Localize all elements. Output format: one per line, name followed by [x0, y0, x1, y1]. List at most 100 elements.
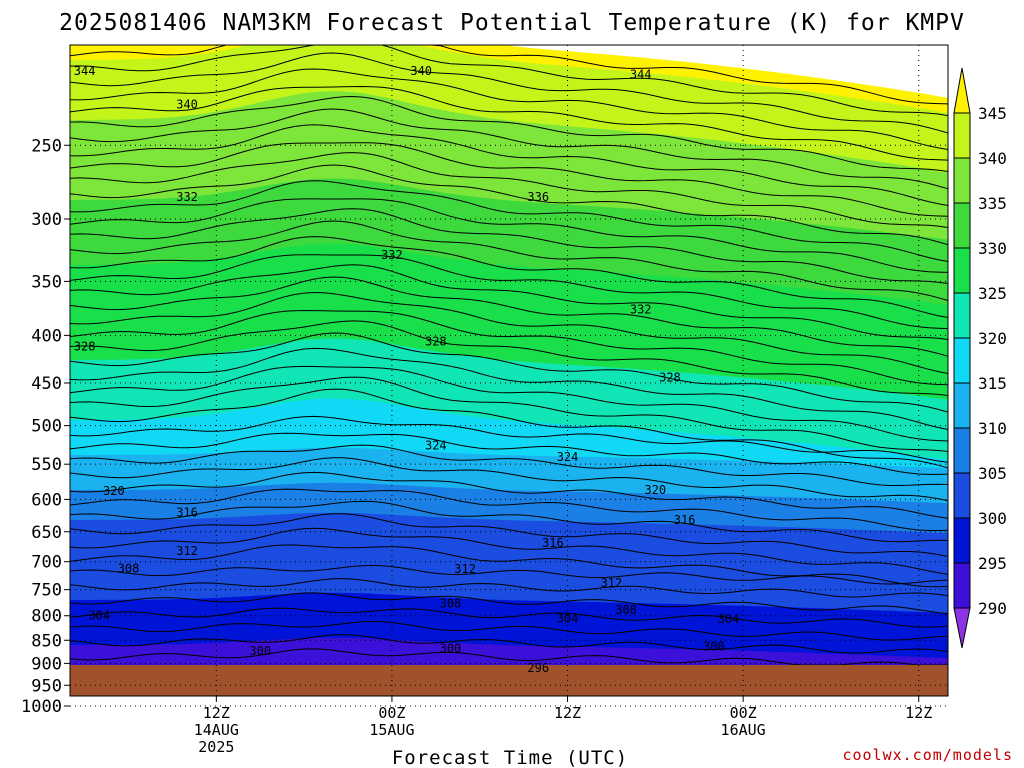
contour-label: 304 — [88, 609, 110, 623]
isotherm-line — [69, 52, 949, 134]
colorbar-label: 310 — [978, 419, 1007, 438]
y-tick-label: 900 — [31, 654, 62, 674]
contour-label: 328 — [74, 339, 96, 353]
isotherm-line — [69, 254, 949, 330]
contour-label: 300 — [440, 642, 462, 656]
y-tick-label: 450 — [31, 374, 62, 394]
contour-label: 332 — [381, 248, 403, 262]
plot-frame — [69, 44, 949, 697]
isotherm-line — [69, 634, 949, 654]
x-tick-label: 12Z — [203, 704, 230, 722]
y-tick-label: 350 — [31, 272, 62, 292]
contour-label: 316 — [674, 513, 696, 527]
chart-title: 2025081406 NAM3KM Forecast Potential Tem… — [59, 10, 965, 36]
colorbar-swatch — [953, 427, 971, 474]
y-tick-label: 950 — [31, 676, 62, 696]
y-axis: 250 300 350 400 450 500 550 600 650 700 750 800 850 9… — [21, 136, 70, 717]
contour-label: 340 — [176, 97, 198, 111]
isotherm-line — [69, 44, 949, 105]
isotherm-line — [69, 164, 949, 246]
isotherm-line — [69, 320, 949, 396]
colorbar: 345 340 335 330 325 320 315 310 305 300 295 290 — [953, 67, 1007, 649]
colorbar-swatch — [953, 157, 971, 204]
ground-terrain — [70, 665, 948, 696]
colorbar-label: 290 — [978, 599, 1007, 618]
contour-label: 340 — [410, 64, 432, 78]
isotherm-line — [69, 388, 949, 469]
isotherm-line — [69, 513, 949, 557]
x-tick-label: 2025 — [198, 738, 234, 756]
contour-label: 304 — [557, 611, 579, 625]
x-axis-label: Forecast Time (UTC) — [392, 747, 628, 768]
contour-label: 308 — [615, 603, 637, 617]
isotherm-line — [69, 564, 949, 585]
colorbar-swatch — [953, 292, 971, 339]
y-tick-label: 250 — [31, 136, 62, 156]
y-tick-label: 700 — [31, 553, 62, 573]
colorbar-swatch — [953, 337, 971, 384]
contour-label: 296 — [527, 661, 549, 675]
colorbar-label: 295 — [978, 554, 1007, 573]
colorbar-swatch — [953, 562, 971, 609]
colorbar-label: 325 — [978, 284, 1007, 303]
isotherm-line — [69, 198, 949, 273]
contour-label: 320 — [103, 484, 125, 498]
y-tick-label: 650 — [31, 523, 62, 543]
isotherm-line — [69, 432, 949, 475]
y-tick-label: 500 — [31, 417, 62, 437]
colorbar-label: 315 — [978, 374, 1007, 393]
credit-text: coolwx.com/models — [842, 746, 1013, 764]
grid-lines — [70, 45, 948, 707]
colorbar-label: 305 — [978, 464, 1007, 483]
contour-label: 316 — [542, 536, 564, 550]
x-tick-label: 00Z — [730, 704, 757, 722]
isotherm-line — [69, 309, 949, 386]
isotherm-line — [69, 68, 949, 150]
contour-label: 324 — [425, 438, 447, 452]
contour-label: 344 — [630, 68, 652, 82]
isotherm-line — [69, 444, 949, 486]
contour-label: 312 — [176, 544, 198, 558]
colorbar-swatch — [953, 112, 971, 159]
isotherm-line — [69, 124, 949, 206]
colorbar-label: 335 — [978, 194, 1007, 213]
contour-label: 304 — [718, 612, 740, 626]
contour-label: 308 — [118, 562, 140, 576]
contour-labels: 344 340 344 340 336 332 332 332 328 328 328 324 324 3… — [74, 64, 740, 675]
y-tick-label: 750 — [31, 581, 62, 601]
y-tick-label: 800 — [31, 607, 62, 627]
x-tick-label: 00Z — [378, 704, 405, 722]
isotherm-line — [69, 264, 949, 340]
contour-label: 328 — [425, 334, 447, 348]
isotherm-line — [69, 85, 949, 161]
temperature-bands — [70, 45, 948, 696]
plot-area: 344 340 344 340 336 332 332 332 328 328 328 324 324 3… — [69, 44, 949, 707]
isotherm-line — [69, 236, 949, 318]
isotherm-line — [69, 208, 949, 284]
y-tick-label: 1000 — [21, 697, 62, 717]
y-tick-label: 600 — [31, 490, 62, 510]
colorbar-swatch — [953, 472, 971, 519]
y-tick-label: 550 — [31, 455, 62, 475]
isotherm-line — [69, 276, 949, 357]
isotherm-line — [69, 220, 949, 301]
colorbar-label: 330 — [978, 239, 1007, 258]
contour-label: 320 — [644, 483, 666, 497]
isotherm-line — [69, 95, 949, 172]
isotherm-line — [69, 376, 949, 452]
colorbar-label: 345 — [978, 104, 1007, 123]
colorbar-arrow-top — [953, 67, 971, 114]
y-tick-label: 400 — [31, 326, 62, 346]
isotherm-line — [69, 180, 949, 262]
y-tick-label: 300 — [31, 210, 62, 230]
contour-label: 316 — [176, 506, 198, 520]
isotherm-line — [69, 471, 949, 519]
x-tick-label: 15AUG — [369, 721, 414, 739]
contour-label: 336 — [527, 190, 549, 204]
contour-label: 308 — [440, 596, 462, 610]
contour-label: 300 — [703, 639, 725, 653]
isotherm-line — [69, 44, 949, 117]
contour-label: 300 — [249, 644, 271, 658]
x-tick-label: 14AUG — [194, 721, 239, 739]
